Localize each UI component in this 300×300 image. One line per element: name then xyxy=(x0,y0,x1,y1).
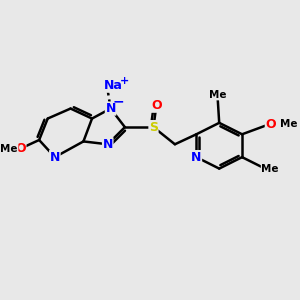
Text: O: O xyxy=(151,99,162,112)
Text: S: S xyxy=(149,121,158,134)
Text: O: O xyxy=(15,142,26,155)
Text: N: N xyxy=(103,138,113,151)
Text: methoxy: methoxy xyxy=(2,149,8,151)
Text: N: N xyxy=(50,151,60,164)
Text: Me: Me xyxy=(209,90,226,100)
Text: +: + xyxy=(120,76,130,86)
Text: Me: Me xyxy=(261,164,279,174)
Text: N: N xyxy=(105,102,116,115)
Text: Na: Na xyxy=(104,79,123,92)
Text: Me: Me xyxy=(0,144,18,154)
Text: −: − xyxy=(113,94,124,108)
Text: O: O xyxy=(265,118,276,131)
Text: N: N xyxy=(191,151,202,164)
Text: Me: Me xyxy=(280,119,298,129)
